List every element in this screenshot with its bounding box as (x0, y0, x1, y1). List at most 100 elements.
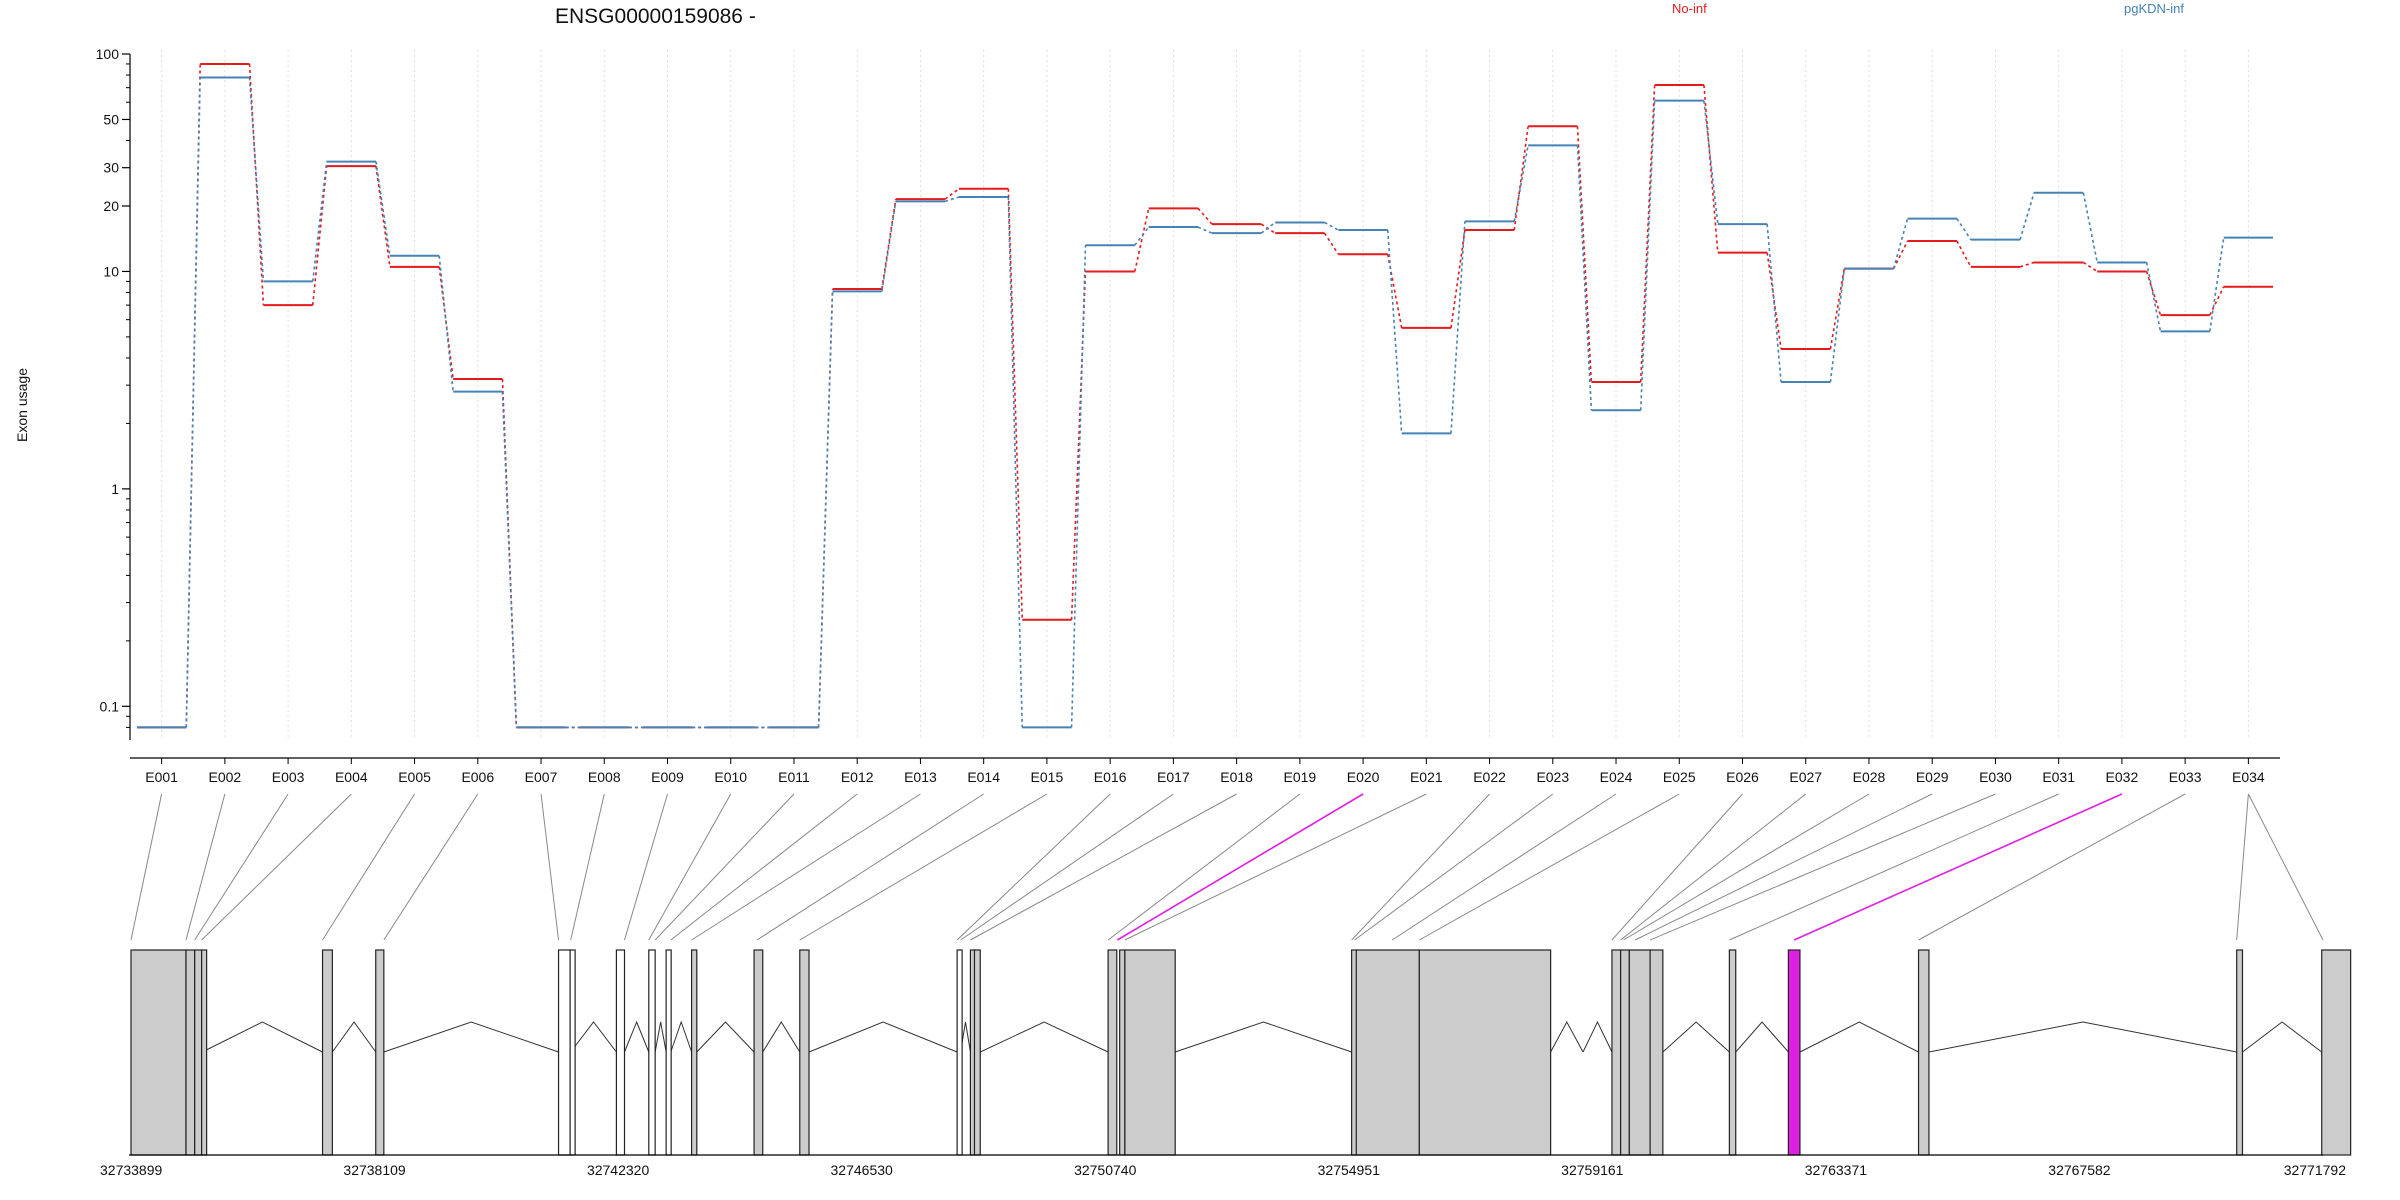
legend-label-no-inf: No-inf (1672, 1, 1707, 16)
data-connector (1134, 208, 1150, 272)
exon-connector-line (322, 793, 415, 941)
x-tick-label: E026 (1726, 769, 1759, 785)
x-tick-label: E001 (145, 769, 178, 785)
x-tick-label: E025 (1663, 769, 1696, 785)
data-connector (1892, 240, 1909, 270)
data-connector (311, 166, 328, 306)
exon-box (194, 949, 203, 1156)
exon-box (1728, 949, 1737, 1156)
intron-line (1550, 1020, 1584, 1053)
x-tick-label: E007 (525, 769, 558, 785)
data-connector (2082, 192, 2099, 263)
x-tick-label: E027 (1789, 769, 1822, 785)
exon-connector-line (956, 793, 1111, 941)
series-no-inf (136, 62, 2274, 729)
exon-box (753, 949, 764, 1156)
exon-connector-line (194, 793, 289, 941)
exon-connector-line (1793, 793, 2123, 941)
axes: 0.1 1 10 20 30 50 100 E001 E002 E003 E004 E005 E006 E… (96, 46, 2280, 785)
exon-box (1418, 949, 1552, 1156)
exon-box (1124, 949, 1176, 1156)
exon-connector-line (2236, 793, 2249, 941)
intron-line (1175, 1021, 1352, 1053)
x-tick-label: E029 (1916, 769, 1949, 785)
data-connector (944, 188, 960, 200)
exon-box (1355, 949, 1420, 1156)
x-tick-label: E031 (2042, 769, 2075, 785)
gene-model: 32733899 32738109 32742320 32746530 32750740… (100, 949, 2352, 1178)
data-connector (438, 255, 454, 392)
x-tick-label: E008 (588, 769, 621, 785)
intron-line (654, 1021, 667, 1053)
data-connector (2209, 237, 2225, 332)
exon-connector-line (1351, 793, 1490, 941)
exon-connector-line (970, 793, 1237, 941)
x-tick-label: E017 (1157, 769, 1190, 785)
data-connector (2145, 271, 2162, 316)
x-tick-label: E014 (967, 769, 1000, 785)
x-tick-label: E004 (335, 769, 368, 785)
exon-connector-line (1634, 793, 1933, 941)
data-connector (944, 196, 960, 203)
x-tick-label: E009 (651, 769, 684, 785)
series-lines (136, 62, 2274, 729)
intron-line (1662, 1021, 1730, 1053)
genome-coordinate-label: 32763371 (1805, 1162, 1868, 1178)
exon-box (956, 949, 963, 1156)
data-connector (1703, 100, 1719, 225)
exon-box (1628, 949, 1651, 1156)
exon-connector-line (1124, 793, 1427, 941)
exon-box (569, 949, 576, 1156)
intron-line (331, 1021, 377, 1053)
data-connector (1197, 226, 1213, 234)
data-connector (185, 77, 201, 728)
data-connector (1639, 100, 1656, 411)
exon-connector-line (2247, 793, 2324, 941)
exon-box (665, 949, 672, 1156)
intron-line (696, 1021, 755, 1053)
exon-box (1611, 949, 1622, 1156)
intron-line (762, 1021, 801, 1053)
exon-connector-line (383, 793, 479, 941)
data-connector (1892, 218, 1909, 269)
x-tick-label: E019 (1284, 769, 1317, 785)
exon-connector-line (799, 793, 1048, 941)
genome-coordinate-label: 32746530 (831, 1162, 894, 1178)
intron-line (201, 1021, 323, 1053)
x-tick-label: E010 (714, 769, 747, 785)
exon-connector-line (1620, 793, 1807, 941)
exon-box (130, 949, 187, 1156)
exon-connector-line (185, 793, 226, 941)
exon-box (615, 949, 626, 1156)
exon-connector-line (654, 793, 795, 941)
x-tick-label: E002 (209, 769, 242, 785)
intron-line (1582, 1020, 1613, 1053)
exon-box (1620, 949, 1630, 1156)
y-tick-label: 20 (103, 198, 119, 214)
exon-box (1787, 949, 1801, 1156)
x-tick-label: E021 (1410, 769, 1443, 785)
intron-line (570, 1021, 617, 1053)
x-tick-label: E011 (778, 769, 810, 785)
exon-connector-line (1116, 793, 1364, 941)
data-connector (1576, 126, 1593, 383)
x-tick-label: E023 (1536, 769, 1569, 785)
exon-box (648, 949, 656, 1156)
exon-connector-line (1623, 793, 1870, 941)
exon-box (1649, 949, 1664, 1156)
y-tick-label: 50 (103, 111, 119, 127)
exon-connector-line (1107, 793, 1301, 941)
y-tick-label: 30 (103, 160, 119, 176)
x-tick-label: E034 (2232, 769, 2265, 785)
data-connector (1513, 126, 1529, 231)
exon-connector-line (540, 793, 560, 941)
data-connector (1766, 224, 1782, 383)
intron-line (383, 1021, 559, 1053)
data-connector (1829, 268, 1846, 350)
exon-box (1917, 949, 1930, 1156)
genome-coordinate-label: 32738109 (343, 1162, 406, 1178)
intron-line (1928, 1021, 2237, 1053)
exon-connector-line (691, 793, 921, 941)
data-connector (1956, 240, 1972, 268)
exon-box (321, 949, 333, 1156)
